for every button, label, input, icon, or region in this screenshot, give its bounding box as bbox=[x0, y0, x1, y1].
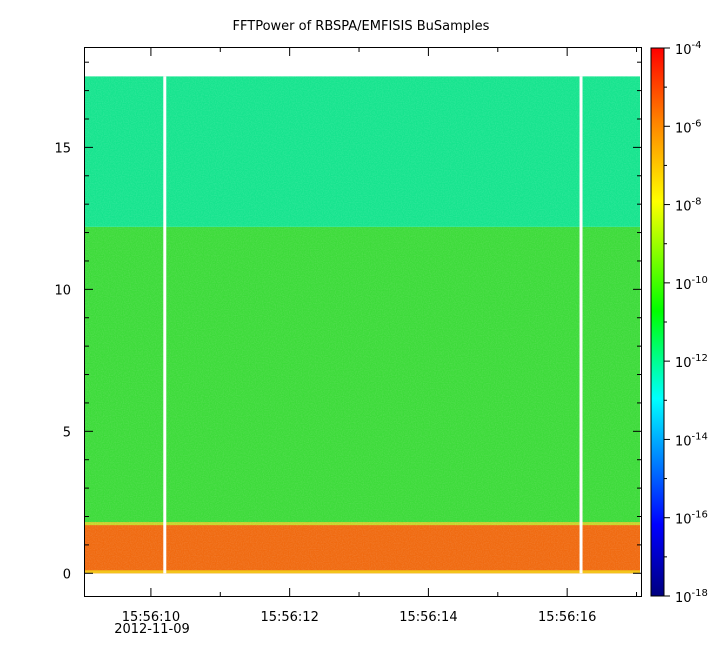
colorbar-tick-label: 10-18 bbox=[675, 588, 708, 606]
colorbar-axis: 10-4 10-6 10-8 10-10 10-12 10-14 10-16 10-18 bbox=[664, 40, 708, 606]
spectrogram-noise bbox=[85, 73, 640, 570]
colorbar bbox=[650, 47, 665, 597]
colorbar-tick-label: 10-16 bbox=[675, 510, 708, 528]
colorbar-tick-label: 10-4 bbox=[675, 40, 702, 58]
x-tick-label: 15:56:10 bbox=[122, 610, 180, 625]
x-tick-label: 15:56:14 bbox=[399, 610, 457, 625]
date-label: 2012-11-09 bbox=[114, 622, 190, 637]
colorbar-tick-label: 10-14 bbox=[675, 431, 708, 449]
data-gap-0 bbox=[163, 76, 167, 574]
x-tick-label: 15:56:12 bbox=[260, 610, 318, 625]
y-axis: 0 5 10 15 bbox=[54, 61, 641, 582]
y-tick-label: 5 bbox=[63, 425, 71, 440]
chart-title: FFTPower of RBSPA/EMFISIS BuSamples bbox=[233, 19, 490, 34]
plot-frame bbox=[84, 47, 642, 597]
band-edge-bottom bbox=[85, 570, 640, 574]
colorbar-tick-label: 10-10 bbox=[675, 275, 708, 293]
y-tick-label: 15 bbox=[54, 141, 71, 156]
x-tick-label: 15:56:16 bbox=[538, 610, 596, 625]
y-tick-label: 0 bbox=[63, 567, 71, 582]
colorbar-tick-label: 10-8 bbox=[675, 197, 702, 215]
y-tick-label: 10 bbox=[54, 283, 71, 298]
data-gaps bbox=[163, 76, 583, 574]
colorbar-tick-label: 10-6 bbox=[675, 118, 702, 136]
colorbar-tick-label: 10-12 bbox=[675, 353, 708, 371]
x-axis: 15:56:10 15:56:12 15:56:14 15:56:16 bbox=[122, 48, 638, 625]
data-gap-1 bbox=[579, 76, 583, 574]
